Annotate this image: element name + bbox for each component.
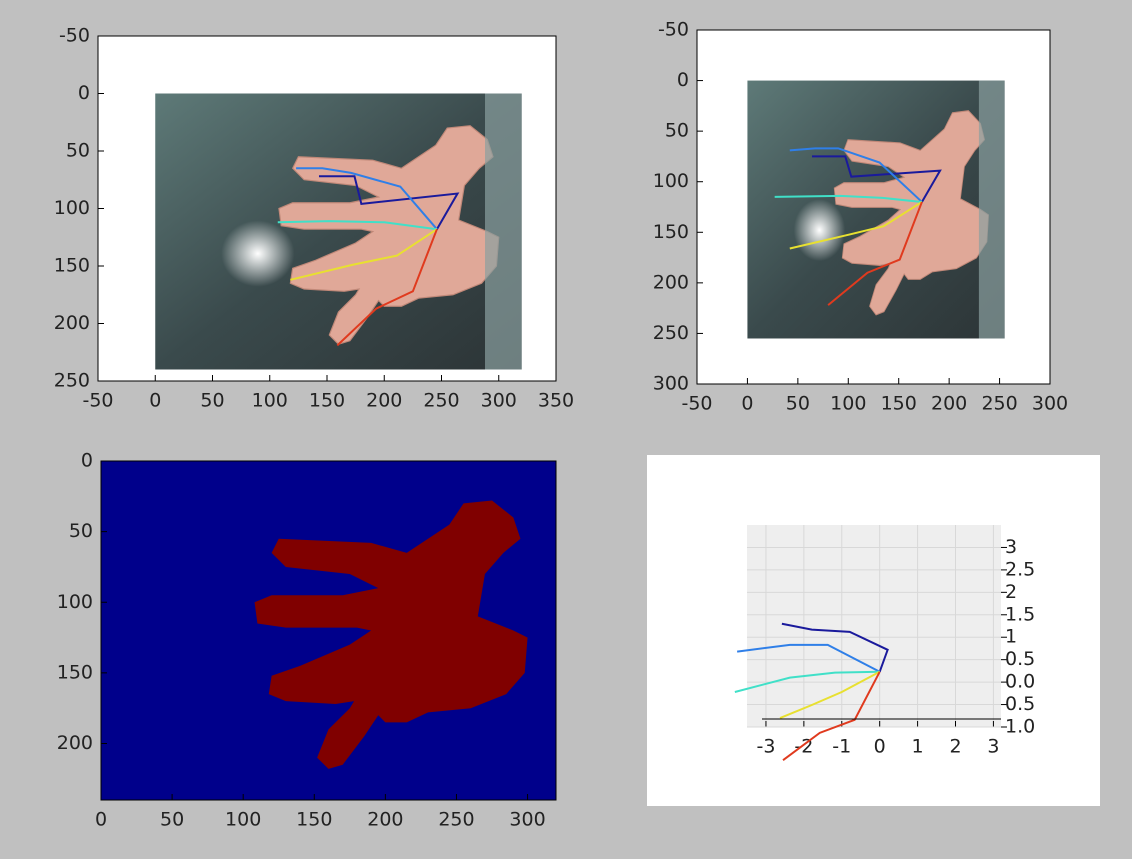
x-tick-label: -50 xyxy=(681,393,712,415)
photo-sleeve xyxy=(485,94,522,370)
x-tick-label: 50 xyxy=(160,809,184,831)
y-tick-label: 0.0 xyxy=(1005,671,1035,693)
pane xyxy=(747,525,1001,727)
x-tick-label: 0 xyxy=(874,736,886,758)
y-tick-label: 0 xyxy=(78,82,90,104)
y-tick-label: -50 xyxy=(59,25,90,47)
y-tick-label: 0.5 xyxy=(1005,693,1035,715)
x-tick-label: 250 xyxy=(981,393,1017,415)
x-tick-label: 50 xyxy=(200,390,224,412)
photo-glare xyxy=(221,220,294,286)
y-tick-label: 2.5 xyxy=(1005,558,1035,580)
x-tick-label: 0 xyxy=(741,393,753,415)
y-tick-label: 150 xyxy=(57,661,93,683)
y-tick-label: -50 xyxy=(658,19,689,41)
y-tick-label: 0.5 xyxy=(1005,648,1035,670)
x-tick-label: 250 xyxy=(423,390,459,412)
x-tick-label: 150 xyxy=(296,809,332,831)
x-tick-label: 1 xyxy=(912,736,924,758)
y-tick-label: 200 xyxy=(54,312,90,334)
x-tick-label: 300 xyxy=(509,809,545,831)
x-tick-label: 250 xyxy=(438,809,474,831)
y-tick-label: 200 xyxy=(653,271,689,293)
x-tick-label: 0 xyxy=(95,809,107,831)
x-tick-label: 350 xyxy=(538,390,574,412)
y-tick-label: 1.0 xyxy=(1005,716,1035,738)
y-tick-label: 50 xyxy=(69,520,93,542)
y-tick-label: 100 xyxy=(653,170,689,192)
y-tick-label: 200 xyxy=(57,732,93,754)
y-tick-label: 250 xyxy=(653,322,689,344)
y-tick-label: 1.5 xyxy=(1005,603,1035,625)
x-tick-label: 0 xyxy=(149,390,161,412)
photo-sleeve xyxy=(979,81,1005,339)
x-tick-label: 100 xyxy=(225,809,261,831)
y-tick-label: 50 xyxy=(665,120,689,142)
x-tick-label: 100 xyxy=(830,393,866,415)
y-tick-label: 100 xyxy=(57,591,93,613)
y-tick-label: 100 xyxy=(54,197,90,219)
y-tick-label: 3 xyxy=(1005,536,1017,558)
x-tick-label: 200 xyxy=(931,393,967,415)
y-tick-label: 300 xyxy=(653,373,689,395)
x-tick-label: 200 xyxy=(366,390,402,412)
photo-glare xyxy=(794,199,845,261)
x-tick-label: 300 xyxy=(1032,393,1068,415)
x-tick-label: 200 xyxy=(367,809,403,831)
y-tick-label: 150 xyxy=(653,221,689,243)
x-tick-label: 2 xyxy=(949,736,961,758)
x-tick-label: 150 xyxy=(881,393,917,415)
x-tick-label: 300 xyxy=(481,390,517,412)
x-tick-label: -50 xyxy=(82,390,113,412)
x-tick-label: 50 xyxy=(786,393,810,415)
y-tick-label: 0 xyxy=(677,69,689,91)
y-tick-label: 2 xyxy=(1005,581,1017,603)
y-tick-label: 1 xyxy=(1005,626,1017,648)
x-tick-label: 3 xyxy=(987,736,999,758)
y-tick-label: 150 xyxy=(54,255,90,277)
x-tick-label: -3 xyxy=(756,736,775,758)
x-tick-label: -1 xyxy=(832,736,851,758)
y-tick-label: 50 xyxy=(66,140,90,162)
y-tick-label: 250 xyxy=(54,370,90,392)
x-tick-label: 150 xyxy=(309,390,345,412)
x-tick-label: 100 xyxy=(252,390,288,412)
y-tick-label: 0 xyxy=(81,450,93,472)
figure: -50050100150200250300350-500501001502002… xyxy=(0,0,1132,859)
